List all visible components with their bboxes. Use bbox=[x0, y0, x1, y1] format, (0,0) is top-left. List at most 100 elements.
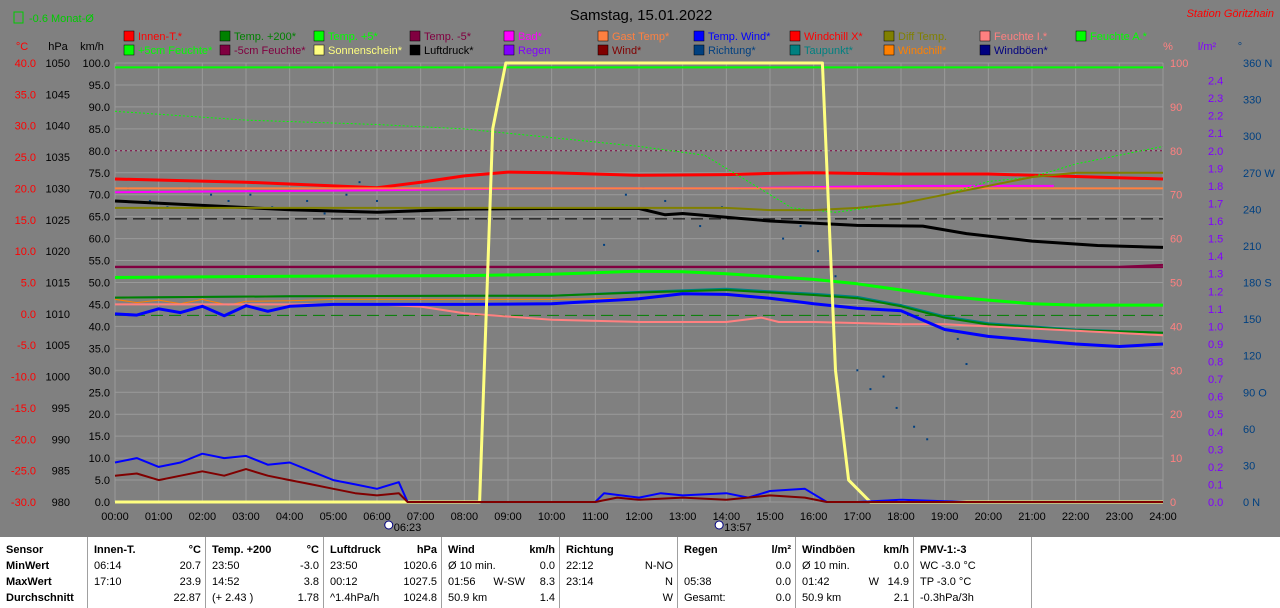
legend-swatch bbox=[123, 44, 135, 56]
temp-tick-label: 40.0 bbox=[15, 58, 36, 70]
direction-point bbox=[699, 225, 702, 228]
footer-cell-value: N bbox=[665, 576, 673, 588]
wind-tick-label: 25.0 bbox=[89, 387, 110, 399]
direction-tick-label: 240 bbox=[1243, 204, 1261, 216]
rain-tick-label: 1.9 bbox=[1208, 163, 1223, 175]
footer-cell-label: 23:50 bbox=[330, 560, 358, 572]
rain-tick-label: 0.4 bbox=[1208, 427, 1223, 439]
pressure-tick-label: 1005 bbox=[46, 340, 70, 352]
footer-cell-label: 50.9 km bbox=[802, 592, 842, 604]
legend-swatch bbox=[313, 30, 325, 42]
direction-point bbox=[345, 193, 348, 196]
x-tick-label: 24:00 bbox=[1149, 511, 1177, 523]
rain-tick-label: 0.5 bbox=[1208, 409, 1223, 421]
direction-point bbox=[956, 337, 959, 340]
statistics-footer: Sensor MinWert MaxWert Durchschnitt Innen-T.… bbox=[0, 537, 1280, 608]
rain-tick-label: 2.1 bbox=[1208, 128, 1223, 140]
series-line bbox=[114, 297, 640, 306]
pressure-tick-label: 1025 bbox=[46, 215, 70, 227]
direction-tick-label: 120 bbox=[1243, 351, 1261, 363]
direction-tick-label: 330 bbox=[1243, 95, 1261, 107]
pressure-tick-label: 1020 bbox=[46, 246, 70, 258]
legend-swatch bbox=[409, 44, 421, 56]
footer-column: PMV-1:-3 WC -3.0 °C TP -3.0 °C -0.3hPa/3h bbox=[914, 537, 1032, 608]
legend-label: Temp. +200* bbox=[234, 31, 297, 43]
station-name: Station Göritzhain bbox=[1187, 8, 1274, 20]
footer-cell-value: 0.0 bbox=[539, 560, 555, 572]
footer-cell-value: 1020.6 bbox=[403, 560, 437, 572]
legend-swatch bbox=[789, 30, 801, 42]
pressure-tick-label: 1000 bbox=[46, 372, 70, 384]
footer-unit: °C bbox=[188, 544, 201, 556]
rain-tick-label: 1.3 bbox=[1208, 269, 1223, 281]
x-tick-label: 23:00 bbox=[1106, 511, 1134, 523]
temp-tick-label: 20.0 bbox=[15, 183, 36, 195]
footer-column: Richtung 22:12 N-NO 23:14 N W bbox=[560, 537, 678, 608]
x-tick-label: 14:00 bbox=[713, 511, 741, 523]
legend-label: Windchill X* bbox=[804, 31, 863, 43]
footer-title: Regen bbox=[684, 544, 718, 556]
wind-tick-label: 50.0 bbox=[89, 278, 110, 290]
footer-cell-label: 17:10 bbox=[94, 576, 122, 588]
humidity-tick-label: 40 bbox=[1170, 321, 1182, 333]
direction-tick-label: 150 bbox=[1243, 314, 1261, 326]
rain-tick-label: 0.1 bbox=[1208, 479, 1223, 491]
legend-swatch bbox=[883, 44, 895, 56]
footer-cell-value: 0.0 bbox=[893, 560, 909, 572]
direction-point bbox=[323, 212, 326, 215]
footer-cell-value: 0.0 bbox=[775, 592, 791, 604]
footer-unit: km/h bbox=[529, 544, 555, 556]
footer-cell-label: 14:52 bbox=[212, 576, 240, 588]
footer-cell-label: 01:42 bbox=[802, 576, 830, 588]
footer-cell-direction: W-SW bbox=[493, 576, 525, 588]
x-tick-label: 22:00 bbox=[1062, 511, 1090, 523]
direction-point bbox=[882, 375, 885, 378]
footer-cell-label: 23:50 bbox=[212, 560, 240, 572]
temp-tick-label: 35.0 bbox=[15, 89, 36, 101]
footer-column: Luftdruck hPa 23:50 1020.6 00:12 1027.5 ^1.4hP… bbox=[324, 537, 442, 608]
legend-swatch bbox=[313, 44, 325, 56]
wind-tick-label: 15.0 bbox=[89, 431, 110, 443]
weather-chart: 00:00 01:00 02:00 03:00 04:00 05:00 06:00 07:00… bbox=[10, 7, 1276, 534]
direction-tick-label: 360 N bbox=[1243, 58, 1272, 70]
legend-label: Regen bbox=[518, 45, 550, 57]
legend-label: Sonnenschein* bbox=[328, 45, 403, 57]
wind-tick-label: 90.0 bbox=[89, 102, 110, 114]
pressure-tick-label: 985 bbox=[52, 466, 70, 478]
series-line bbox=[114, 170, 1164, 190]
x-tick-label: 13:00 bbox=[669, 511, 697, 523]
wind-tick-label: 35.0 bbox=[89, 343, 110, 355]
legend-label: +5cm Feuchte* bbox=[138, 45, 213, 57]
rain-tick-label: 2.4 bbox=[1208, 76, 1223, 88]
footer-column: Sensor MinWert MaxWert Durchschnitt bbox=[0, 537, 88, 608]
x-tick-label: 00:00 bbox=[101, 511, 129, 523]
footer-cell-label: MaxWert bbox=[6, 576, 52, 588]
direction-point bbox=[148, 199, 151, 202]
rain-tick-label: 0.0 bbox=[1208, 497, 1223, 509]
rain-tick-label: 2.0 bbox=[1208, 146, 1223, 158]
x-tick-label: 12:00 bbox=[625, 511, 653, 523]
pressure-tick-label: 1035 bbox=[46, 152, 70, 164]
humidity-tick-label: 70 bbox=[1170, 190, 1182, 202]
direction-point bbox=[624, 193, 627, 196]
footer-title: Richtung bbox=[566, 544, 614, 556]
footer-unit: l/m² bbox=[771, 544, 791, 556]
footer-cell-label: WC -3.0 °C bbox=[920, 560, 976, 572]
footer-cell-value: 1027.5 bbox=[403, 576, 437, 588]
legend-label: Luftdruck* bbox=[424, 45, 474, 57]
humidity-tick-label: 80 bbox=[1170, 146, 1182, 158]
sunrise-icon bbox=[384, 520, 394, 530]
legend-label: Bad* bbox=[518, 31, 543, 43]
rain-tick-label: 1.7 bbox=[1208, 198, 1223, 210]
wind-tick-label: 100.0 bbox=[82, 58, 110, 70]
direction-tick-label: 210 bbox=[1243, 241, 1261, 253]
legend-swatch bbox=[979, 44, 991, 56]
direction-tick-label: 90 O bbox=[1243, 387, 1267, 399]
temp-tick-label: -30.0 bbox=[11, 497, 36, 509]
x-tick-label: 15:00 bbox=[756, 511, 784, 523]
legend-swatch bbox=[883, 30, 895, 42]
direction-point bbox=[965, 363, 968, 366]
direction-tick-label: 180 S bbox=[1243, 278, 1272, 290]
legend-swatch bbox=[503, 30, 515, 42]
temp-axis-unit: °C bbox=[16, 41, 28, 53]
